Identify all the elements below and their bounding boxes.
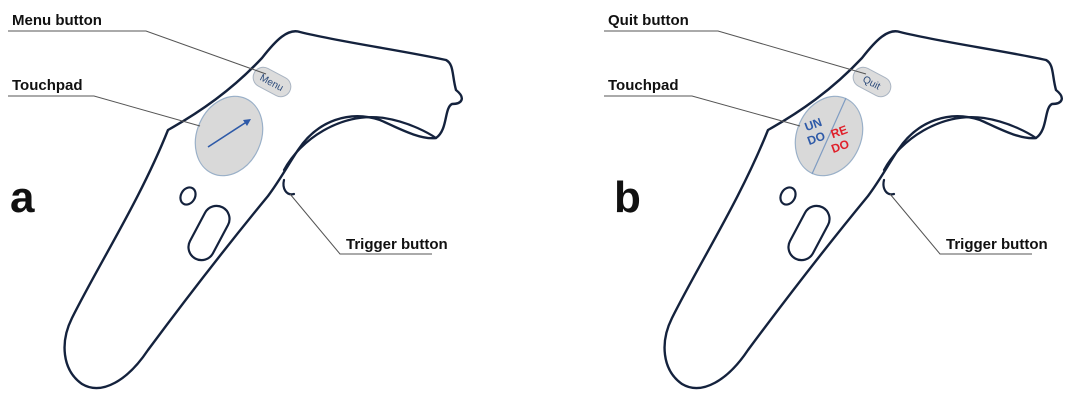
trigger-callout-b: Trigger button <box>946 236 1048 253</box>
system-button-a <box>179 186 197 206</box>
grip-slot-a <box>187 204 231 262</box>
trigger-callout-a: Trigger button <box>346 236 448 253</box>
panel-b: UN DO RE DO Quit Quit button Touchpad Tr… <box>604 12 1063 390</box>
trigger-a <box>282 178 296 196</box>
redo-label-line-1: RE <box>829 122 849 141</box>
touchpad-callout-a: Touchpad <box>12 77 83 94</box>
touchpad-arrowhead-icon <box>243 119 251 126</box>
menu-button-leader <box>8 30 267 75</box>
trigger-leader-a <box>289 193 432 255</box>
touchpad-leader-b <box>604 95 801 127</box>
touchpad-a <box>194 95 264 177</box>
quit-button[interactable] <box>850 64 895 100</box>
touchpad-callout-b: Touchpad <box>608 77 679 94</box>
panel-letter-a: a <box>10 173 35 222</box>
quit-button-leader <box>604 30 867 75</box>
trigger-guard-a <box>282 116 438 172</box>
touchpad-leader-a <box>8 95 201 127</box>
redo-label-group: RE DO <box>829 122 851 156</box>
redo-label-line-2: DO <box>829 137 851 156</box>
grip-slot-b <box>787 204 831 262</box>
panel-letter-b: b <box>614 173 641 222</box>
touchpad-arrow <box>207 120 249 148</box>
system-button-b <box>779 186 797 206</box>
trigger-leader-b <box>889 193 1032 255</box>
menu-button[interactable] <box>250 64 295 100</box>
controller-body-a <box>63 30 463 390</box>
undo-label-line-2: DO <box>805 129 827 148</box>
undo-label-line-1: UN <box>803 115 824 134</box>
quit-button-callout: Quit button <box>608 12 689 29</box>
trigger-b <box>882 178 896 196</box>
touchpad-divider <box>811 97 847 175</box>
panel-a: Menu Menu button Touchpad Trigger button… <box>8 12 463 390</box>
undo-label-group: UN DO <box>803 115 827 148</box>
controller-body-b <box>663 30 1063 390</box>
trigger-guard-b <box>882 116 1038 172</box>
menu-button-callout: Menu button <box>12 12 102 29</box>
